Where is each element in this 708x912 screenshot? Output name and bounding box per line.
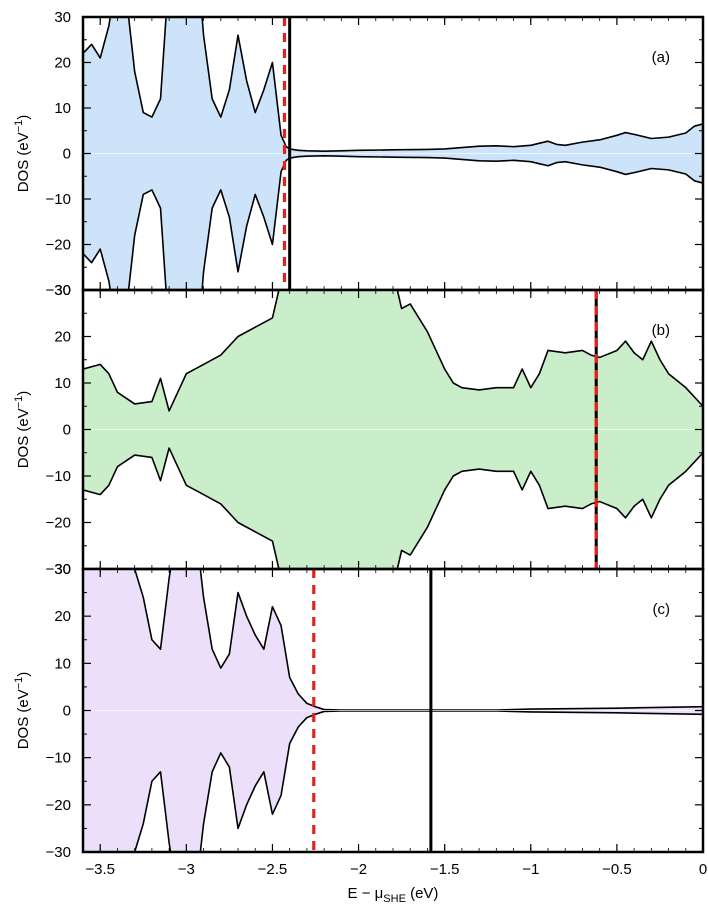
y-tick-label: 30 bbox=[54, 9, 71, 26]
y-axis-label: DOS (eV−1) bbox=[13, 391, 32, 469]
plot-area bbox=[83, 569, 703, 852]
y-axis-label: DOS (eV−1) bbox=[13, 672, 32, 750]
y-tick-label: 30 bbox=[54, 282, 71, 299]
panel-2: −30 −20 −10 0 10 20 30 (b) DOS (eV−1) bbox=[13, 282, 705, 578]
dos-curve-down bbox=[83, 154, 703, 290]
y-axis-label: DOS (eV−1) bbox=[13, 115, 32, 193]
dos-curve-up bbox=[83, 290, 703, 412]
x-tick-label: −0.5 bbox=[602, 861, 632, 878]
y-tick-label: 10 bbox=[54, 655, 71, 672]
y-tick-label: −30 bbox=[46, 844, 71, 861]
panel-label: (b) bbox=[652, 322, 670, 339]
y-tick-label: 10 bbox=[54, 100, 71, 117]
plot-area bbox=[83, 17, 703, 290]
y-tick-label: −20 bbox=[46, 797, 71, 814]
y-tick-label: 10 bbox=[54, 375, 71, 392]
y-tick-label: −30 bbox=[46, 561, 71, 578]
y-tick-label: 20 bbox=[54, 55, 71, 72]
plot-area bbox=[83, 290, 703, 569]
x-tick-label: −1 bbox=[522, 861, 539, 878]
dos-curve-up bbox=[83, 17, 703, 153]
y-tick-label: −30 bbox=[46, 282, 71, 299]
panel-1: −30 −20 −10 0 10 20 30 (a) DOS (eV−1) bbox=[13, 9, 705, 299]
x-tick-label: −2.5 bbox=[258, 861, 288, 878]
y-tick-label: 30 bbox=[54, 561, 71, 578]
x-tick-label: −1.5 bbox=[430, 861, 460, 878]
y-tick-label: 20 bbox=[54, 608, 71, 625]
y-tick-label: 0 bbox=[63, 422, 71, 439]
dos-curve-down bbox=[83, 447, 703, 569]
panel-label: (a) bbox=[652, 49, 670, 66]
y-tick-label: 20 bbox=[54, 329, 71, 346]
y-tick-label: −20 bbox=[46, 237, 71, 254]
panel-label: (c) bbox=[653, 601, 671, 618]
y-tick-label: 0 bbox=[63, 703, 71, 720]
x-tick-label: −2 bbox=[350, 861, 367, 878]
y-tick-label: −10 bbox=[46, 750, 71, 767]
x-tick-label: −3.5 bbox=[85, 861, 115, 878]
y-tick-label: −10 bbox=[46, 468, 71, 485]
x-tick-label: 0 bbox=[699, 861, 707, 878]
x-tick-label: −3 bbox=[178, 861, 195, 878]
y-tick-label: −20 bbox=[46, 515, 71, 532]
x-axis-label: E − μSHE (eV) bbox=[348, 885, 439, 905]
dos-fill-area bbox=[83, 17, 703, 290]
y-tick-label: 0 bbox=[63, 146, 71, 163]
y-tick-label: −10 bbox=[46, 191, 71, 208]
